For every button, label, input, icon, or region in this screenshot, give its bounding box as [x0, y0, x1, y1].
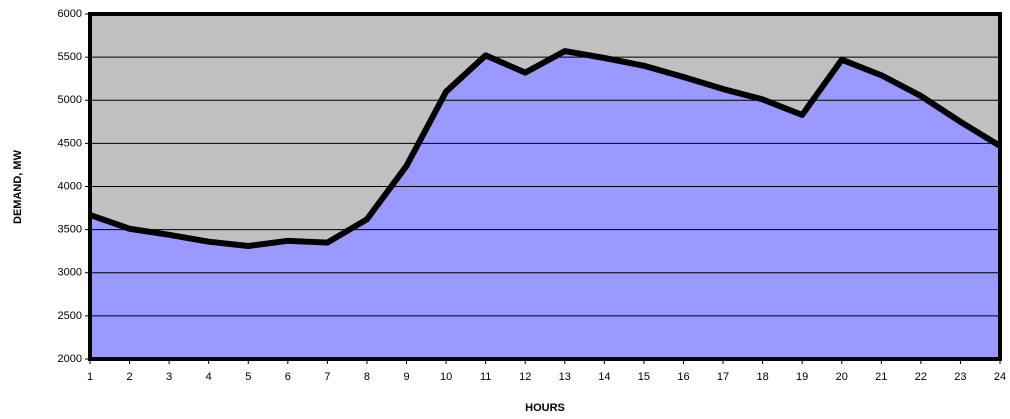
x-tick-label: 14 — [598, 371, 610, 383]
x-tick-label: 17 — [717, 371, 729, 383]
x-tick-label: 10 — [440, 371, 452, 383]
x-axis-label: HOURS — [525, 402, 565, 414]
x-tick-label: 24 — [994, 371, 1006, 383]
x-tick-label: 5 — [245, 371, 251, 383]
y-tick-label: 5500 — [58, 51, 82, 63]
x-tick-label: 12 — [519, 371, 531, 383]
y-tick-label: 6000 — [58, 8, 82, 20]
x-tick-label: 20 — [836, 371, 848, 383]
x-tick-label: 4 — [206, 371, 212, 383]
x-tick-label: 21 — [875, 371, 887, 383]
x-tick-label: 18 — [756, 371, 768, 383]
y-tick-label: 2500 — [58, 310, 82, 322]
x-tick-label: 7 — [324, 371, 330, 383]
x-tick-label: 2 — [127, 371, 133, 383]
y-tick-label: 5000 — [58, 94, 82, 106]
x-tick-label: 11 — [480, 371, 491, 383]
x-tick-label: 13 — [559, 371, 571, 383]
x-tick-label: 6 — [285, 371, 291, 383]
y-tick-label: 4500 — [58, 137, 82, 149]
x-tick-label: 8 — [364, 371, 370, 383]
y-tick-label: 3000 — [58, 267, 82, 279]
x-tick-label: 3 — [166, 371, 172, 383]
x-tick-label: 16 — [677, 371, 689, 383]
x-tick-label: 19 — [796, 371, 808, 383]
plot-border — [88, 12, 1002, 361]
x-tick-label: 23 — [954, 371, 966, 383]
x-tick-label: 22 — [915, 371, 927, 383]
x-tick-label: 9 — [403, 371, 409, 383]
x-tick-label: 1 — [87, 371, 93, 383]
x-tick-label: 15 — [638, 371, 650, 383]
y-tick-label: 4000 — [58, 180, 82, 192]
line — [89, 48, 1002, 250]
area — [90, 51, 1000, 360]
y-axis-label: DEMAND, MW — [12, 149, 24, 224]
y-tick-label: 2000 — [58, 353, 82, 365]
y-tick-label: 3500 — [58, 224, 82, 236]
